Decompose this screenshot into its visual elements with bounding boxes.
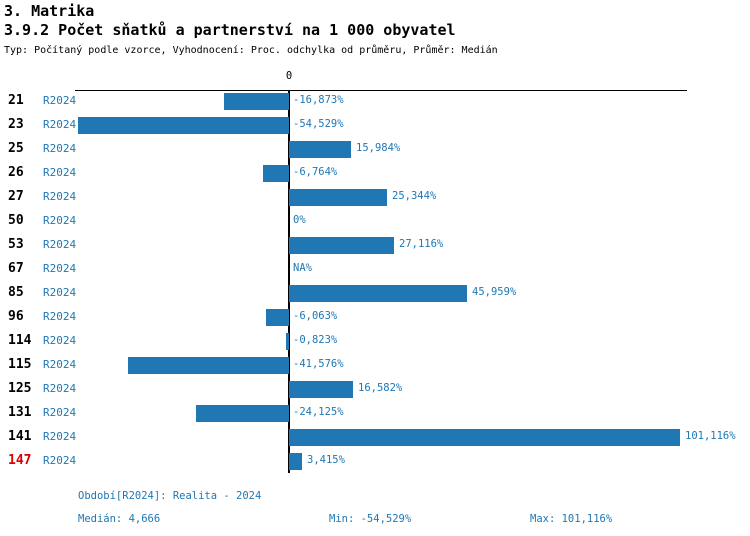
- bar: [286, 333, 289, 350]
- axis-top-line: [75, 90, 687, 91]
- row-period-label: R2024: [43, 382, 77, 395]
- zero-axis-tick-label: 0: [285, 70, 293, 82]
- bar: [78, 117, 289, 134]
- row-id-label: 53: [8, 237, 24, 252]
- row-period-label: R2024: [43, 406, 77, 419]
- bar: [263, 165, 289, 182]
- bar: [289, 453, 302, 470]
- value-label: -16,873%: [293, 94, 344, 106]
- chart-subtitle: Typ: Počítaný podle vzorce, Vyhodnocení:…: [4, 45, 498, 56]
- bar: [289, 429, 680, 446]
- value-label: 16,582%: [358, 382, 403, 394]
- row-period-label: R2024: [43, 430, 77, 443]
- row-period-label: R2024: [43, 118, 77, 131]
- row-id-label: 125: [8, 381, 32, 396]
- value-label: 25,344%: [392, 190, 437, 202]
- bar: [289, 189, 387, 206]
- row-period-label: R2024: [43, 94, 77, 107]
- row-period-label: R2024: [43, 238, 77, 251]
- bar: [128, 357, 289, 374]
- row-period-label: R2024: [43, 166, 77, 179]
- row-id-label: 85: [8, 285, 24, 300]
- bar: [289, 141, 351, 158]
- bar: [289, 285, 467, 302]
- value-label: 3,415%: [307, 454, 345, 466]
- bar: [224, 93, 289, 110]
- value-label: 101,116%: [685, 430, 736, 442]
- row-period-label: R2024: [43, 214, 77, 227]
- section-title: 3. Matrika: [4, 2, 95, 20]
- row-id-label: 115: [8, 357, 32, 372]
- row-id-label: 114: [8, 333, 32, 348]
- value-label: 27,116%: [399, 238, 444, 250]
- bar: [196, 405, 289, 422]
- value-label: -24,125%: [293, 406, 344, 418]
- row-period-label: R2024: [43, 142, 77, 155]
- bar: [289, 381, 353, 398]
- max-stat: Max: 101,116%: [530, 513, 613, 525]
- row-period-label: R2024: [43, 310, 77, 323]
- value-label: 0%: [293, 214, 306, 226]
- row-id-label: 147: [8, 453, 32, 468]
- row-id-label: 67: [8, 261, 24, 276]
- bar: [266, 309, 289, 326]
- row-id-label: 131: [8, 405, 32, 420]
- row-id-label: 141: [8, 429, 32, 444]
- bar: [289, 237, 394, 254]
- row-period-label: R2024: [43, 262, 77, 275]
- row-period-label: R2024: [43, 334, 77, 347]
- value-label: NA%: [293, 262, 312, 274]
- row-id-label: 21: [8, 93, 24, 108]
- row-period-label: R2024: [43, 358, 77, 371]
- row-period-label: R2024: [43, 454, 77, 467]
- period-note: Období[R2024]: Realita - 2024: [78, 490, 262, 502]
- row-id-label: 96: [8, 309, 24, 324]
- row-id-label: 26: [8, 165, 24, 180]
- row-period-label: R2024: [43, 190, 77, 203]
- value-label: 15,984%: [356, 142, 401, 154]
- value-label: -0,823%: [293, 334, 338, 346]
- chart-title: 3.9.2 Počet sňatků a partnerství na 1 00…: [4, 21, 456, 39]
- value-label: 45,959%: [472, 286, 517, 298]
- value-label: -54,529%: [293, 118, 344, 130]
- value-label: -41,576%: [293, 358, 344, 370]
- min-stat: Min: -54,529%: [329, 513, 412, 525]
- row-id-label: 25: [8, 141, 24, 156]
- row-id-label: 27: [8, 189, 24, 204]
- row-id-label: 50: [8, 213, 24, 228]
- row-id-label: 23: [8, 117, 24, 132]
- value-label: -6,063%: [293, 310, 338, 322]
- median-stat: Medián: 4,666: [78, 513, 161, 525]
- value-label: -6,764%: [293, 166, 338, 178]
- zero-axis-line: [288, 90, 290, 473]
- row-period-label: R2024: [43, 286, 77, 299]
